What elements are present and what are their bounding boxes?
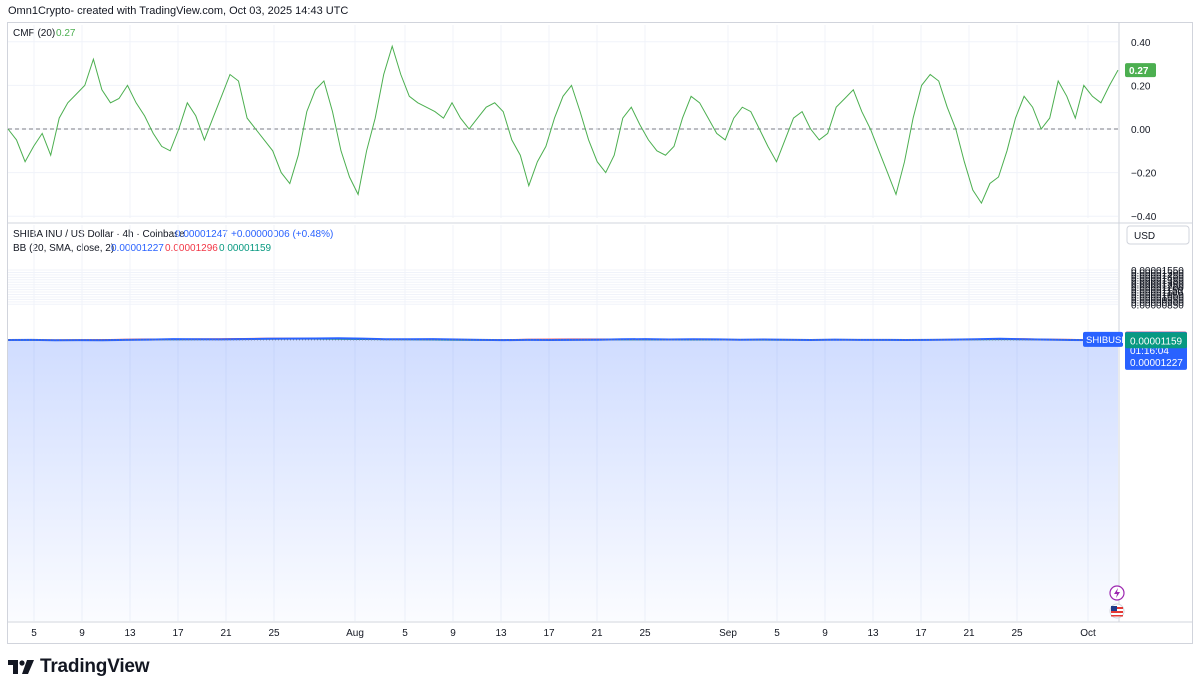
- tradingview-logo-text: TradingView: [40, 656, 150, 677]
- bb-basis-badge-text: 0.00001227: [1130, 358, 1183, 369]
- cmf-last-value-text: 0.27: [56, 28, 76, 39]
- price-y-tick: 0.00001100: [1131, 288, 1184, 299]
- symbol-tag[interactable]: [1083, 331, 1123, 347]
- x-tick-label: 25: [268, 628, 280, 639]
- x-tick-label: 5: [402, 628, 408, 639]
- x-tick-label: 25: [639, 628, 651, 639]
- x-tick-label: 17: [543, 628, 555, 639]
- cmf-y-tick: 0.00: [1131, 125, 1151, 136]
- x-tick-label: Oct: [1080, 628, 1096, 639]
- bb-lower-badge-text: 0.00001159: [1130, 336, 1183, 347]
- cmf-y-tick: 0.20: [1131, 81, 1151, 92]
- x-tick-label: 9: [450, 628, 456, 639]
- price-y-tick: 0.00001050: [1131, 291, 1184, 302]
- bb-lower-badge: [1125, 332, 1187, 349]
- x-tick-label: 9: [822, 628, 828, 639]
- us-flag-icon[interactable]: [1109, 603, 1125, 619]
- price-title: SHIBA INU / US Dollar · 4h · Coinbase: [13, 229, 185, 240]
- price-y-tick: 0.00001250: [1131, 281, 1184, 292]
- x-tick-label: 21: [591, 628, 603, 639]
- x-tick-label: 17: [915, 628, 927, 639]
- x-tick-label: 21: [220, 628, 232, 639]
- cmf-y-tick: 0.40: [1131, 38, 1151, 49]
- x-tick-label: Sep: [719, 628, 737, 639]
- x-tick-label: 5: [31, 628, 37, 639]
- lightning-icon[interactable]: [1109, 585, 1125, 601]
- countdown-text: 01:16:04: [1130, 346, 1169, 357]
- bb-basis-value: 0.00001227: [111, 243, 164, 254]
- chart-frame: [7, 22, 1193, 644]
- x-tick-label: 17: [172, 628, 184, 639]
- price-y-tick: 0.00000850: [1131, 300, 1184, 311]
- bb-upper-value: 0.00001296: [165, 243, 218, 254]
- price-y-tick: 0.00001550: [1131, 266, 1184, 277]
- x-tick-label: 13: [867, 628, 879, 639]
- price-y-tick: 0.00001400: [1131, 273, 1184, 284]
- price-y-tick: 0.00001500: [1131, 268, 1184, 279]
- x-tick-label: 13: [124, 628, 136, 639]
- bb-lower-value: 0.00001159: [219, 243, 272, 254]
- price-y-tick: 0.00001150: [1131, 286, 1184, 297]
- price-y-tick: 0.00001200: [1131, 283, 1184, 294]
- x-tick-label: 5: [774, 628, 780, 639]
- tradingview-logo[interactable]: TradingView: [8, 656, 150, 678]
- cmf-line: [7, 44, 1119, 205]
- x-tick-label: 25: [1011, 628, 1023, 639]
- tradingview-logo-icon: [8, 660, 34, 674]
- price-y-tick: 0.00001300: [1131, 278, 1184, 289]
- symbol-tag-text: SHIBUSD: [1086, 335, 1128, 346]
- x-tick-label: Aug: [346, 628, 364, 639]
- x-tick-label: 13: [495, 628, 507, 639]
- x-tick-label: 9: [79, 628, 85, 639]
- price-y-tick: 0.00000900: [1131, 298, 1184, 309]
- price-y-tick: 0.00000950: [1131, 295, 1184, 306]
- price-y-tick: 0.00001450: [1131, 271, 1184, 282]
- cmf-last-value-badge-text: 0.27: [1129, 66, 1149, 77]
- bb-title: BB (20, SMA, close, 2): [13, 243, 114, 254]
- cmf-y-tick: −0.20: [1131, 169, 1157, 180]
- chart-credit: Omn1Crypto- created with TradingView.com…: [8, 5, 349, 17]
- price-ohlc-value: 0.00001247: [175, 229, 228, 240]
- price-y-tick: 0.00001000: [1131, 293, 1184, 304]
- cmf-last-value-badge: [1125, 63, 1156, 78]
- currency-label: USD: [1134, 231, 1155, 242]
- x-tick-label: 21: [963, 628, 975, 639]
- currency-box[interactable]: [1126, 225, 1190, 245]
- cmf-y-tick: −0.40: [1131, 212, 1157, 223]
- price-area-fill: [8, 338, 1118, 621]
- price-y-tick: 0.00001350: [1131, 276, 1184, 287]
- price-change: +0.00000006 (+0.48%): [231, 229, 333, 240]
